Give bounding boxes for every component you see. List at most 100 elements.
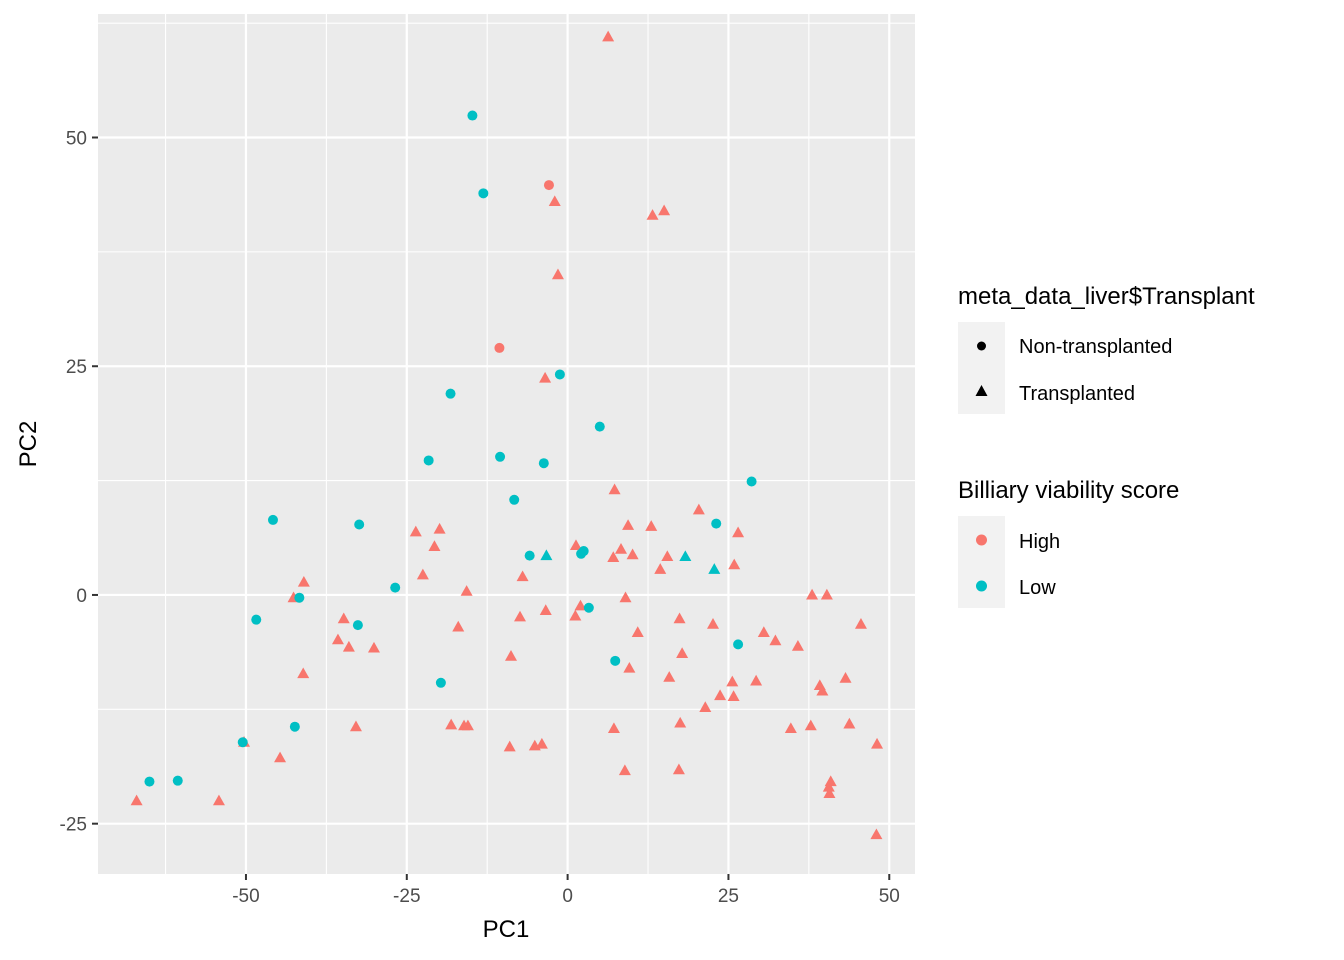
data-point-high-triangle <box>699 701 712 712</box>
data-point-high-triangle <box>804 719 817 731</box>
minor-grid <box>98 14 915 874</box>
data-point-high-triangle <box>791 639 804 651</box>
data-point-high-triangle <box>623 661 636 673</box>
data-point-high-triangle <box>816 684 829 696</box>
data-point-high-triangle <box>574 599 587 611</box>
data-point-high-triangle <box>822 780 835 792</box>
data-point-low-triangle <box>708 563 721 574</box>
data-point-high-triangle <box>645 520 658 531</box>
data-point-high-triangle <box>839 672 852 683</box>
data-point-high-triangle <box>726 675 739 687</box>
data-point-low-circle <box>594 421 605 432</box>
data-point-high-triangle <box>505 650 518 661</box>
color-legend-title: Billiary viability score <box>958 477 1179 504</box>
data-point-high-triangle <box>602 30 615 42</box>
data-point-low-circle <box>478 188 489 199</box>
data-point-low-circle <box>172 775 183 786</box>
data-point-low-circle <box>495 451 506 462</box>
data-point-high-triangle <box>646 209 659 220</box>
data-point-low-circle <box>294 592 305 603</box>
data-point-high-triangle <box>607 551 620 562</box>
data-point-low-circle <box>251 614 262 625</box>
data-point-high-triangle <box>297 667 310 679</box>
x-tick-label: 25 <box>718 886 739 907</box>
data-point-high-triangle <box>569 539 582 551</box>
major-grid <box>98 14 915 874</box>
data-point-high-triangle <box>784 722 797 734</box>
data-point-high-triangle <box>622 519 635 530</box>
data-point-low-circle <box>435 677 446 688</box>
data-point-low-circle <box>733 639 744 650</box>
data-point-low-circle <box>467 110 478 121</box>
data-point-high-triangle <box>728 558 741 570</box>
data-point-low-circle <box>509 494 520 505</box>
data-point-high-triangle <box>631 626 644 637</box>
shape-legend: meta_data_liver$Transplant Non-transplan… <box>958 283 1255 414</box>
data-point-high-triangle <box>428 540 441 551</box>
data-point-low-circle <box>610 655 621 666</box>
data-point-high-triangle <box>433 522 446 534</box>
data-point-high-triangle <box>672 763 685 775</box>
y-tick-label: 25 <box>66 357 87 378</box>
data-points <box>130 30 884 840</box>
data-point-high-triangle <box>569 609 582 621</box>
shape-legend-title: meta_data_liver$Transplant <box>958 283 1255 310</box>
data-point-low-circle <box>711 518 722 529</box>
data-point-low-circle <box>746 476 757 487</box>
data-point-high-triangle <box>445 718 458 730</box>
data-point-high-triangle <box>823 787 836 798</box>
data-point-low-circle <box>538 458 549 469</box>
data-point-high-triangle <box>535 737 548 749</box>
x-tick-label: 50 <box>879 886 900 907</box>
data-point-high-triangle <box>615 543 628 554</box>
shape-legend-key-background <box>958 322 1005 414</box>
data-point-high-triangle <box>714 689 727 701</box>
data-point-high-triangle <box>618 764 631 776</box>
data-point-high-triangle <box>349 720 362 732</box>
legend-label-transplanted: Transplanted <box>1019 383 1135 405</box>
data-point-high-triangle <box>297 575 310 587</box>
data-point-low-circle <box>237 737 248 748</box>
data-point-high-triangle <box>707 618 720 629</box>
data-point-high-triangle <box>663 671 676 682</box>
data-point-high-triangle <box>342 640 355 652</box>
y-tick-label: 0 <box>76 586 87 607</box>
data-point-high-triangle <box>661 550 674 562</box>
data-point-low-circle <box>354 519 365 530</box>
y-tick-label: 50 <box>66 129 87 150</box>
data-point-high-triangle <box>337 612 350 624</box>
y-tick-label: -25 <box>60 815 87 836</box>
data-point-high-triangle <box>130 794 143 806</box>
data-point-high-triangle <box>503 740 516 752</box>
x-tick-label: -50 <box>232 886 259 907</box>
data-point-high-triangle <box>539 604 552 616</box>
legend-label-non-transplanted: Non-transplanted <box>1019 336 1172 358</box>
data-point-low-triangle <box>679 550 692 562</box>
x-tick-label: -25 <box>393 886 420 907</box>
data-point-high-triangle <box>654 563 667 574</box>
data-point-high-triangle <box>551 268 564 280</box>
data-point-high-triangle <box>732 526 745 538</box>
data-point-low-circle <box>423 455 434 466</box>
data-point-high-triangle <box>769 634 782 646</box>
data-point-high-triangle <box>727 690 740 702</box>
legend-key-low <box>976 580 987 592</box>
data-point-low-circle <box>352 620 363 631</box>
legend-key-circle <box>977 341 986 351</box>
data-point-high-triangle <box>750 674 763 686</box>
data-point-high-circle <box>494 342 505 353</box>
data-point-high-triangle <box>607 722 620 734</box>
data-point-low-circle <box>445 388 456 399</box>
data-point-high-triangle <box>692 503 705 515</box>
x-axis-ticks: -50 -25 0 25 50 <box>232 874 900 907</box>
data-point-high-triangle <box>870 828 883 840</box>
data-point-low-circle <box>144 776 155 787</box>
data-point-high-triangle <box>548 195 561 207</box>
legend-label-high: High <box>1019 531 1060 553</box>
data-point-low-triangle <box>540 549 553 561</box>
data-point-low-circle <box>583 602 594 613</box>
data-point-high-triangle <box>516 570 529 582</box>
x-axis-title: PC1 <box>483 916 530 943</box>
data-point-high-triangle <box>658 204 671 216</box>
